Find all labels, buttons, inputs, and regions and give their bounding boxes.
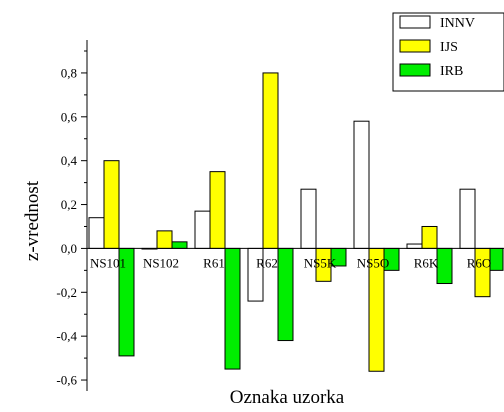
bar-innv-r6k [406, 243, 423, 249]
bar-innv-ns101 [88, 217, 105, 249]
bar-innv-r61 [194, 210, 211, 249]
legend-swatch-innv [399, 15, 431, 29]
bar-innv-ns5k [300, 188, 317, 249]
bar-ijs-ns102 [156, 230, 173, 249]
bar-ijs-ns101 [103, 160, 120, 249]
category-label-ns101: NS101 [90, 255, 126, 270]
legend-swatch-irb [399, 63, 431, 77]
bar-ijs-r6k [421, 225, 438, 249]
y-tick-label: 0,0 [61, 241, 77, 256]
legend-label-irb: IRB [440, 64, 463, 79]
y-tick-label: -0,2 [56, 285, 77, 300]
bar-innv-ns5o [353, 120, 370, 249]
bar-irb-r6k [436, 247, 453, 285]
y-tick-label: 0,6 [61, 109, 78, 124]
category-label-r6k: R6K [414, 255, 439, 270]
bars-group [88, 72, 504, 372]
category-label-ns102: NS102 [143, 255, 179, 270]
category-label-r61: R61 [203, 255, 225, 270]
bar-innv-r6o [459, 188, 476, 249]
legend: INNV IJS IRB [392, 12, 504, 92]
legend-label-innv: INNV [440, 16, 475, 31]
y-axis-title: z-vrednost [22, 180, 43, 261]
y-tick-label: 0,2 [61, 197, 77, 212]
x-axis-title: Oznaka uzorka [230, 387, 345, 408]
bar-irb-r62 [277, 247, 294, 342]
y-tick-label: -0,6 [56, 373, 77, 388]
category-labels: NS101 NS102 R61 R62 NS5K NS5O R6K R6O [90, 255, 491, 270]
y-tick-label: -0,4 [56, 329, 77, 344]
bar-irb-ns102 [171, 241, 188, 249]
legend-label-ijs: IJS [440, 40, 458, 55]
y-tick-label: 0,4 [61, 153, 78, 168]
y-tick-label: 0,8 [61, 65, 77, 80]
bar-ijs-r62 [262, 72, 279, 249]
bar-irb-r61 [224, 247, 241, 370]
category-label-r62: R62 [256, 255, 278, 270]
bar-irb-r6o [489, 247, 504, 271]
category-label-ns5o: NS5O [357, 255, 390, 270]
category-label-ns5k: NS5K [304, 255, 337, 270]
legend-swatch-ijs [399, 39, 431, 53]
y-axis: -0,6 -0,4 -0,2 0,0 0,2 0,4 0,6 0,8 [56, 40, 88, 391]
category-label-r6o: R6O [467, 255, 492, 270]
bar-ijs-r61 [209, 171, 226, 249]
